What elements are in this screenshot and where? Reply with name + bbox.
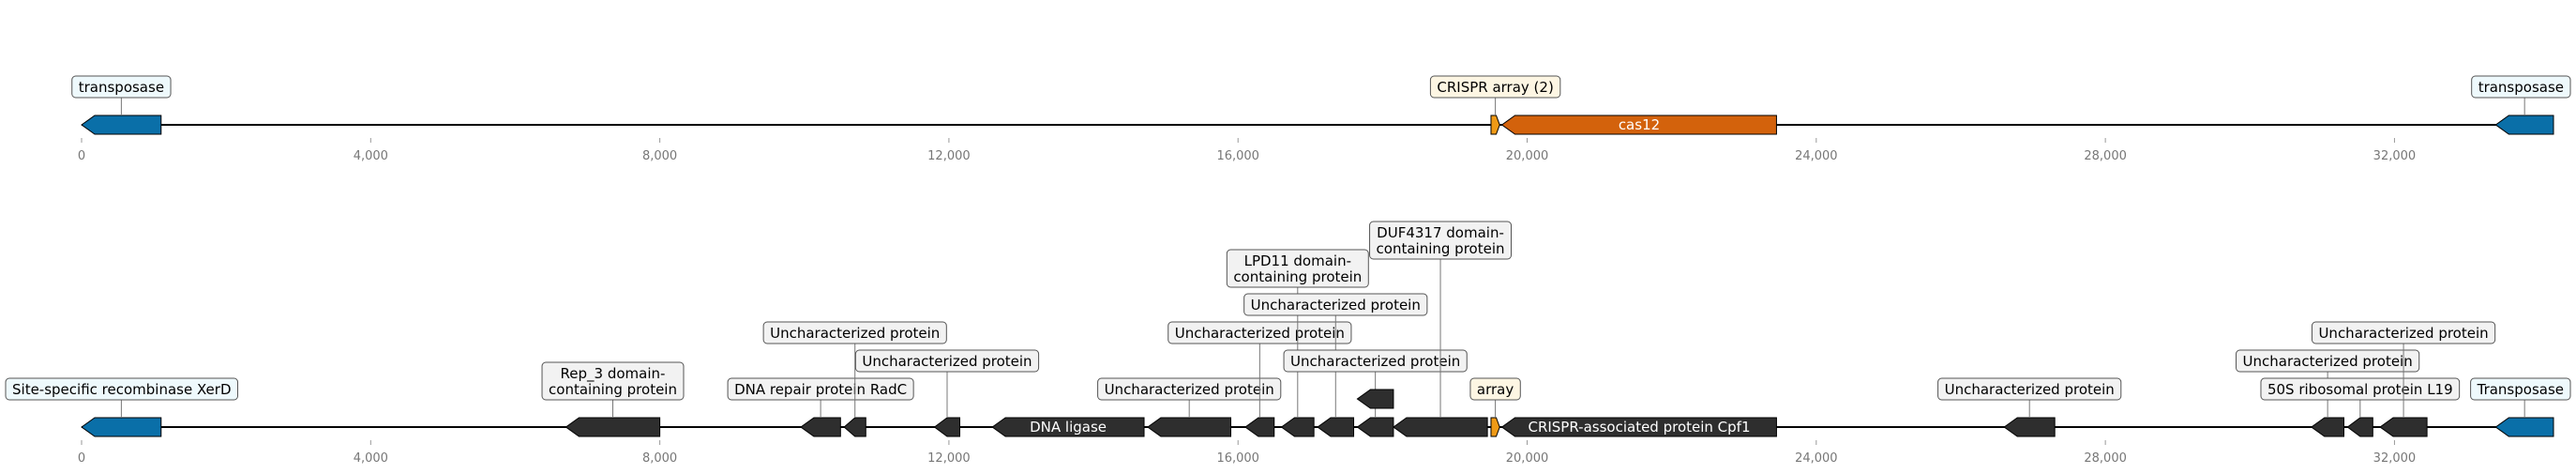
feature-label: 50S ribosomal protein L19 xyxy=(2267,381,2453,398)
feature-label-box xyxy=(1226,249,1369,288)
feature-other-1-3[interactable] xyxy=(843,417,866,437)
feature-array-1-13[interactable] xyxy=(1490,417,1500,437)
feature-label-box xyxy=(1283,349,1468,373)
axis-tick-label: 20,000 xyxy=(1506,149,1549,163)
feature-label: Uncharacterized protein xyxy=(2318,325,2488,342)
feature-label: containing protein xyxy=(1377,240,1505,257)
axis-tick-label: 24,000 xyxy=(1795,149,1838,163)
feature-label: Transposase xyxy=(2477,381,2564,398)
feature-label-box xyxy=(2471,75,2571,99)
axis-tick-label: 20,000 xyxy=(1506,451,1549,466)
feature-label: CRISPR array (2) xyxy=(1437,79,1553,96)
feature-label-box xyxy=(1097,377,1282,401)
feature-label: Site-specific recombinase XerD xyxy=(12,381,232,398)
axis-tick-label: 16,000 xyxy=(1216,149,1259,163)
feature-label: Uncharacterized protein xyxy=(1251,297,1421,313)
feature-other-1-6[interactable] xyxy=(1147,417,1232,437)
feature-label-box xyxy=(2311,321,2496,344)
feature-label: Rep_3 domain- xyxy=(561,365,666,383)
feature-other-1-2[interactable] xyxy=(800,417,841,437)
feature-label-box xyxy=(1469,377,1521,401)
axis-tick-label: 32,000 xyxy=(2373,451,2417,466)
feature-label: DNA repair protein RadC xyxy=(734,381,907,398)
axis-tick-label: 12,000 xyxy=(927,149,971,163)
feature-array-0-1[interactable] xyxy=(1490,115,1500,135)
feature-inside-label: DNA ligase xyxy=(1030,419,1107,436)
axis-tick-label: 32,000 xyxy=(2373,149,2417,163)
feature-other-1-8[interactable] xyxy=(1280,417,1315,437)
feature-label-box xyxy=(1429,75,1561,99)
feature-label: containing protein xyxy=(549,381,677,398)
feature-label: transposase xyxy=(2478,79,2564,96)
feature-transposase-1-0[interactable] xyxy=(81,417,162,437)
feature-label-box xyxy=(71,75,172,99)
feature-other-1-15[interactable] xyxy=(2003,417,2056,437)
axis-tick-label: 12,000 xyxy=(927,451,971,466)
feature-label-box xyxy=(1937,377,2122,401)
feature-other-1-9[interactable] xyxy=(1317,417,1355,437)
feature-label: array xyxy=(1477,381,1514,398)
feature-label-box xyxy=(541,361,685,401)
feature-label-box xyxy=(1243,293,1428,316)
feature-label-box xyxy=(762,321,947,344)
feature-other-1-17[interactable] xyxy=(2346,417,2373,437)
feature-label: LPD11 domain- xyxy=(1244,252,1351,269)
feature-other-1-5[interactable] xyxy=(991,417,1145,437)
feature-cas-0-2[interactable] xyxy=(1500,115,1777,135)
feature-label: Uncharacterized protein xyxy=(1105,381,1274,398)
feature-label-box xyxy=(2236,349,2420,373)
feature-label: Uncharacterized protein xyxy=(770,325,940,342)
axis-tick-label: 0 xyxy=(78,451,85,466)
feature-label: Uncharacterized protein xyxy=(1290,353,1460,370)
feature-label: Uncharacterized protein xyxy=(2243,353,2413,370)
feature-label-box xyxy=(5,377,239,401)
feature-label: containing protein xyxy=(1233,268,1362,285)
feature-other-1-14[interactable] xyxy=(1500,417,1777,437)
feature-inside-label: CRISPR-associated protein Cpf1 xyxy=(1528,419,1750,436)
axis-tick-label: 0 xyxy=(78,149,85,163)
axis-tick-label: 28,000 xyxy=(2084,451,2127,466)
feature-other-1-16[interactable] xyxy=(2310,417,2344,437)
feature-label: Uncharacterized protein xyxy=(1945,381,2115,398)
feature-other-1-11[interactable] xyxy=(1356,389,1394,409)
axis-tick-label: 16,000 xyxy=(1216,451,1259,466)
axis-tick-label: 4,000 xyxy=(354,149,388,163)
track-bottom: 0 4,000 8,000 12,000 16,000 20,000 24,000 28,00… xyxy=(5,221,2571,466)
axis-tick-label: 8,000 xyxy=(642,451,677,466)
feature-label-box xyxy=(2260,377,2461,401)
feature-label-box xyxy=(727,377,914,401)
feature-transposase-1-19[interactable] xyxy=(2494,417,2554,437)
feature-other-1-18[interactable] xyxy=(2379,417,2428,437)
feature-label: DUF4317 domain- xyxy=(1377,224,1504,241)
feature-label: Uncharacterized protein xyxy=(862,353,1032,370)
feature-label-box xyxy=(1369,221,1513,260)
feature-transposase-0-0[interactable] xyxy=(81,115,162,135)
axis-tick-label: 28,000 xyxy=(2084,149,2127,163)
feature-label-box xyxy=(1167,321,1352,344)
feature-label-box xyxy=(2470,377,2571,401)
feature-label-box xyxy=(854,349,1040,373)
axis-tick-label: 24,000 xyxy=(1795,451,1838,466)
feature-other-1-10[interactable] xyxy=(1356,417,1394,437)
feature-other-1-7[interactable] xyxy=(1244,417,1275,437)
feature-transposase-0-3[interactable] xyxy=(2494,115,2554,135)
feature-other-1-12[interactable] xyxy=(1393,417,1488,437)
track-top: 0 4,000 8,000 12,000 16,000 20,000 24,000 28,00… xyxy=(71,75,2571,163)
axis-tick-label: 4,000 xyxy=(354,451,388,466)
feature-label: Uncharacterized protein xyxy=(1175,325,1345,342)
feature-other-1-1[interactable] xyxy=(565,417,661,437)
feature-inside-label: cas12 xyxy=(1619,116,1660,133)
feature-other-1-4[interactable] xyxy=(933,417,960,437)
feature-label: transposase xyxy=(79,79,164,96)
axis-tick-label: 8,000 xyxy=(642,149,677,163)
